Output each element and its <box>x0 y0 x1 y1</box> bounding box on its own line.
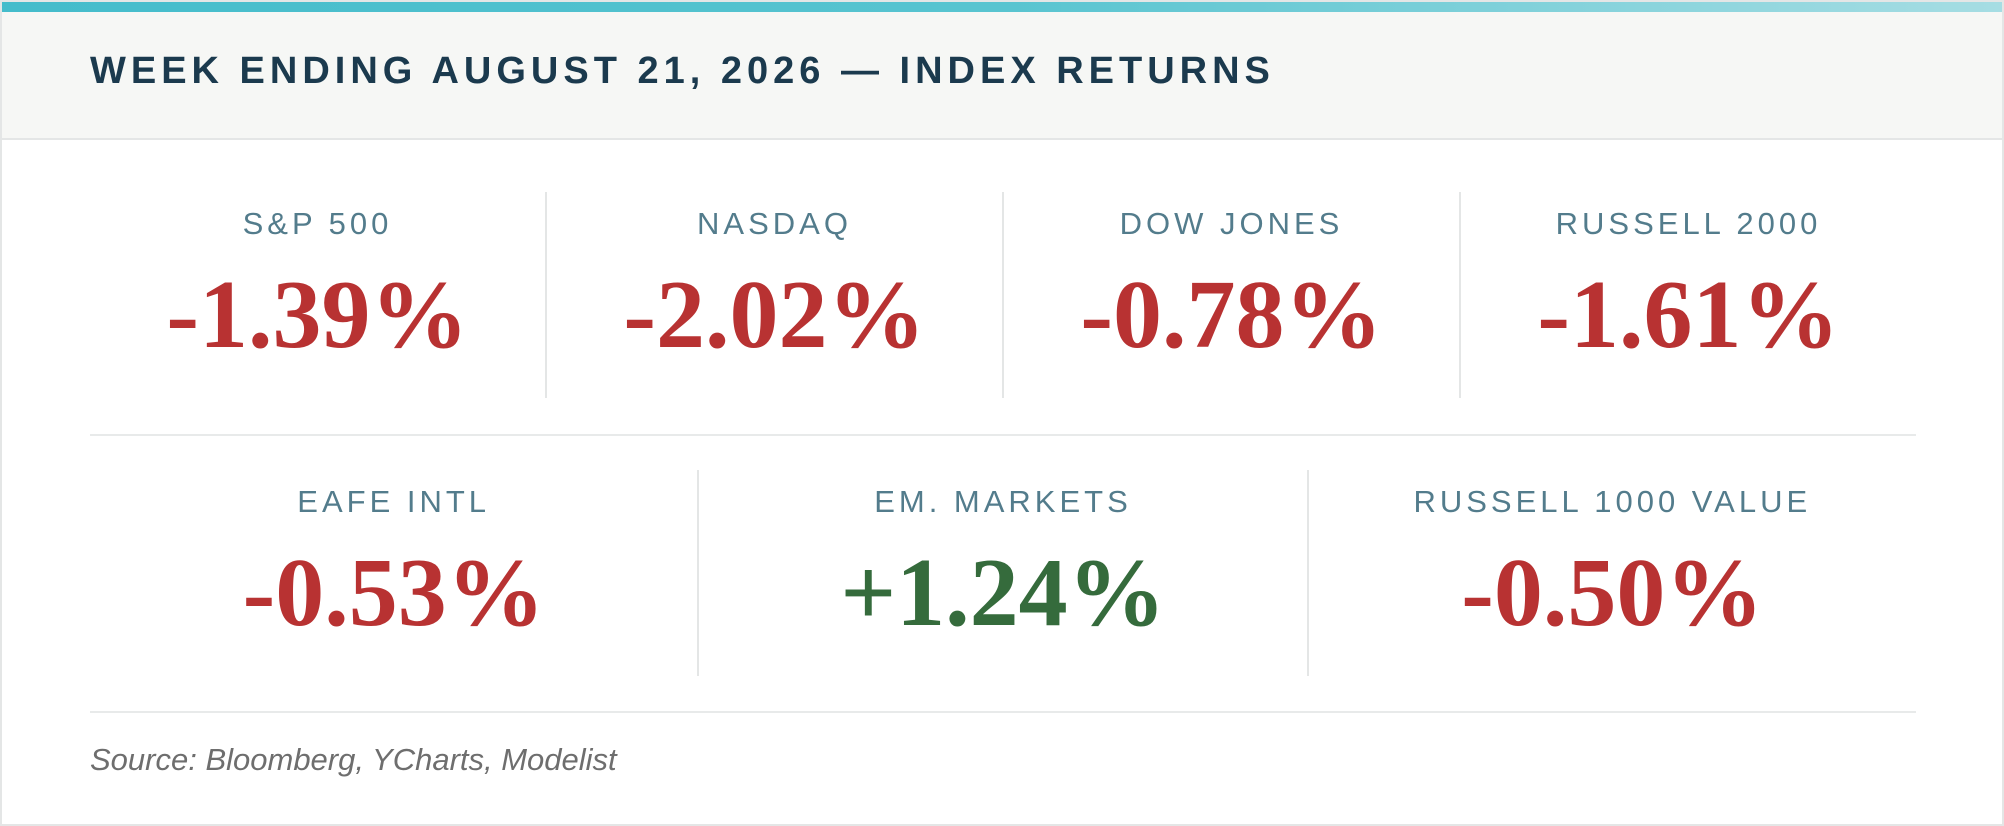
index-cell-russell-1000-value: RUSSELL 1000 VALUE -0.50% <box>1306 470 1916 676</box>
footer-divider <box>90 711 1916 713</box>
index-label: DOW JONES <box>1119 206 1344 241</box>
index-cell-nasdaq: NASDAQ -2.02% <box>545 192 1002 398</box>
index-row-1: S&P 500 -1.39% NASDAQ -2.02% DOW JONES -… <box>90 192 1916 398</box>
index-label: EM. MARKETS <box>874 484 1132 519</box>
index-cell-dow-jones: DOW JONES -0.78% <box>1002 192 1459 398</box>
index-return-value: -0.53% <box>242 539 545 647</box>
index-return-value: -1.61% <box>1537 261 1840 369</box>
index-label: RUSSELL 2000 <box>1555 206 1822 241</box>
index-cell-sp500: S&P 500 -1.39% <box>90 192 545 398</box>
index-label: NASDAQ <box>697 206 852 241</box>
card-header: WEEK ENDING AUGUST 21, 2026 — INDEX RETU… <box>2 12 2002 140</box>
index-return-value: -1.39% <box>166 261 469 369</box>
page-title: WEEK ENDING AUGUST 21, 2026 — INDEX RETU… <box>90 50 1275 92</box>
accent-bar <box>2 2 2002 12</box>
index-label: RUSSELL 1000 VALUE <box>1413 484 1812 519</box>
index-label: EAFE INTL <box>297 484 491 519</box>
index-return-value: -0.50% <box>1461 539 1764 647</box>
source-note: Source: Bloomberg, YCharts, Modelist <box>90 742 617 777</box>
index-row-2: EAFE INTL -0.53% EM. MARKETS +1.24% RUSS… <box>90 470 1916 676</box>
index-label: S&P 500 <box>242 206 393 241</box>
index-cell-em-markets: EM. MARKETS +1.24% <box>697 470 1306 676</box>
index-return-value: -2.02% <box>623 261 926 369</box>
index-cell-eafe-intl: EAFE INTL -0.53% <box>90 470 697 676</box>
index-return-value: +1.24% <box>840 539 1166 647</box>
index-cell-russell-2000: RUSSELL 2000 -1.61% <box>1459 192 1916 398</box>
index-return-value: -0.78% <box>1080 261 1383 369</box>
row-divider <box>90 434 1916 436</box>
